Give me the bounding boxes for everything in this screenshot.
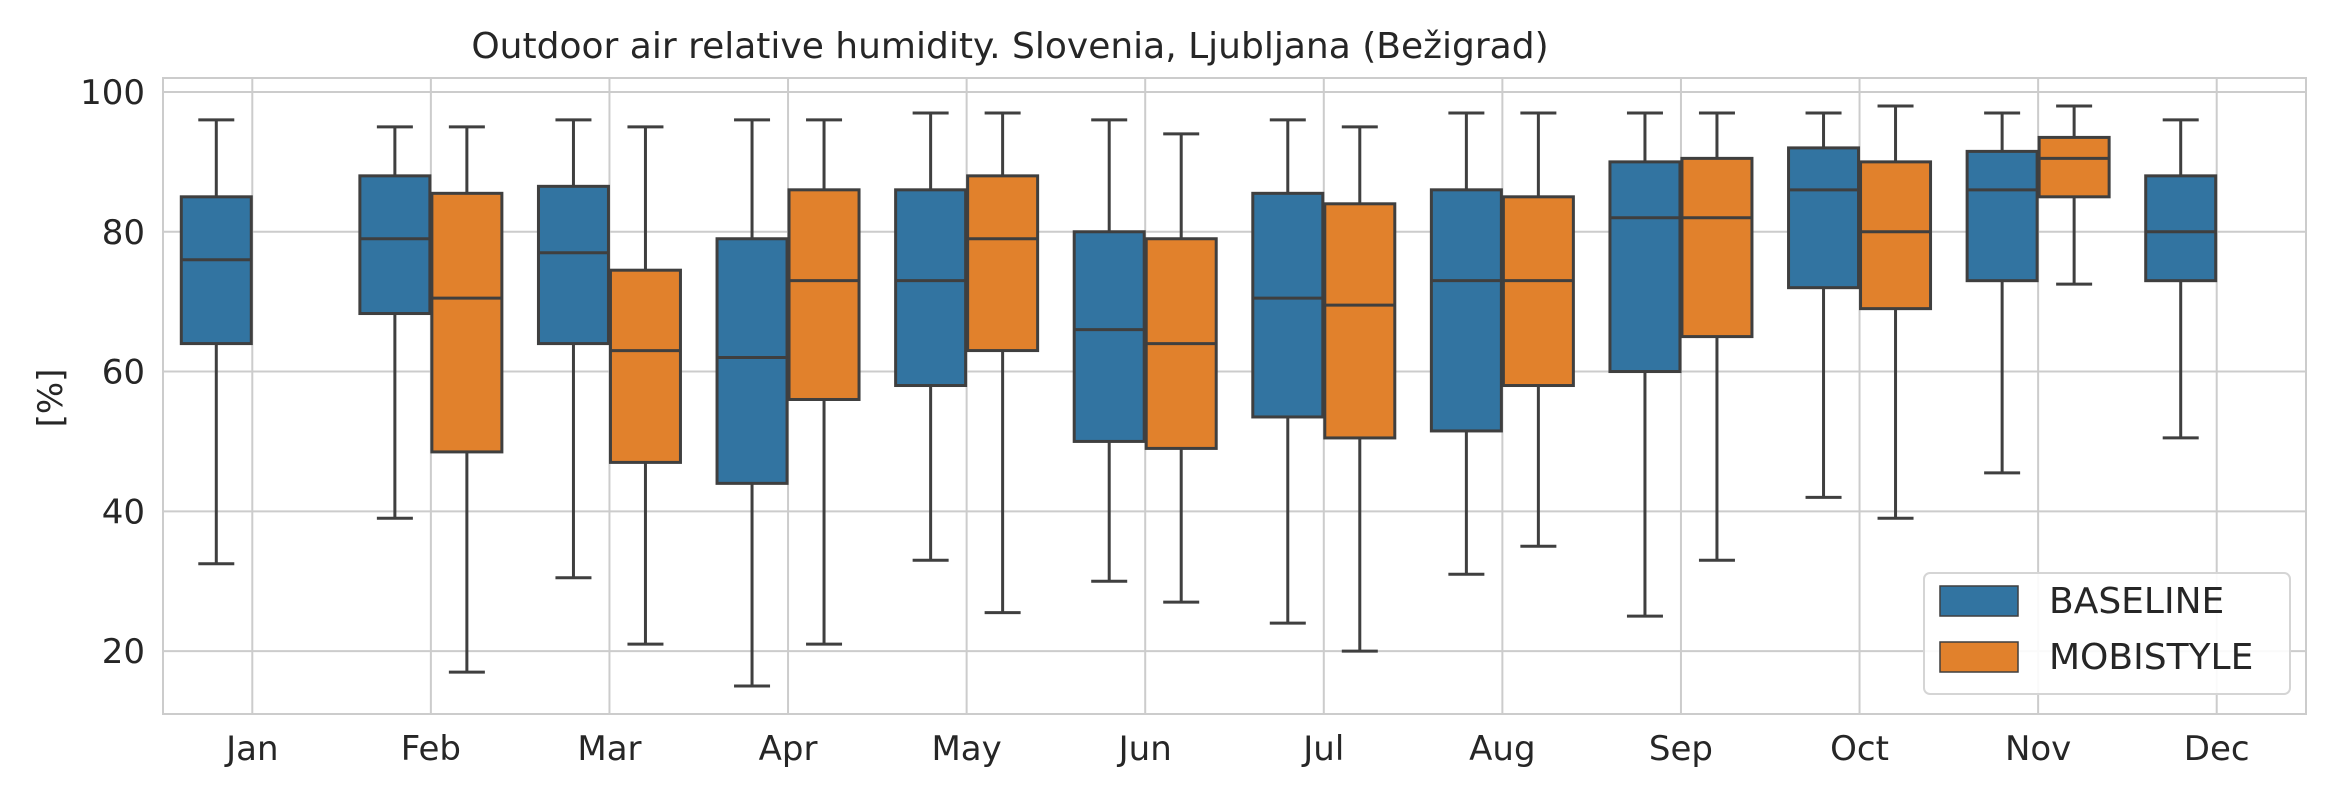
- legend-label: MOBISTYLE: [2049, 637, 2253, 678]
- y-tick-label: 20: [102, 632, 145, 672]
- box-mobistyle-sep: [1680, 111, 1754, 562]
- iqr-box: [1501, 195, 1575, 388]
- box-mobistyle-feb: [430, 125, 504, 674]
- x-tick-label: Oct: [1830, 729, 1889, 769]
- series-baseline: [179, 111, 2218, 688]
- y-tick-label: 80: [102, 213, 145, 253]
- iqr-box: [1787, 146, 1861, 290]
- box-baseline-dec: [2144, 118, 2218, 440]
- iqr-box: [787, 188, 861, 401]
- iqr-box: [894, 188, 968, 388]
- box-mobistyle-jun: [1144, 132, 1218, 604]
- y-tick-label: 60: [102, 353, 145, 393]
- box-baseline-may: [894, 111, 968, 562]
- x-tick-label: Nov: [2005, 729, 2071, 769]
- box-baseline-apr: [715, 118, 789, 688]
- x-tick-label: Apr: [759, 729, 818, 769]
- iqr-box: [1251, 191, 1325, 419]
- legend: BASELINE MOBISTYLE: [1923, 572, 2291, 695]
- iqr-box: [536, 184, 610, 346]
- series-mobistyle: [430, 104, 2111, 674]
- box-baseline-aug: [1429, 111, 1503, 576]
- plot-frame: [162, 77, 2307, 715]
- iqr-box: [2037, 135, 2111, 199]
- legend-swatch: [1939, 641, 2019, 673]
- legend-swatch: [1939, 585, 2019, 617]
- legend-label: BASELINE: [2049, 581, 2224, 622]
- box-baseline-jun: [1072, 118, 1146, 583]
- chart-title: Outdoor air relative humidity. Slovenia,…: [471, 26, 1548, 67]
- x-tick-label: May: [931, 729, 1001, 769]
- x-tick-label: Mar: [577, 729, 641, 769]
- box-mobistyle-may: [966, 111, 1040, 615]
- y-tick-label: 40: [102, 492, 145, 532]
- iqr-box: [179, 195, 253, 346]
- iqr-box: [1680, 156, 1754, 339]
- iqr-box: [2144, 174, 2218, 283]
- iqr-box: [1429, 188, 1503, 433]
- x-tick-label: Feb: [401, 729, 461, 769]
- box-baseline-sep: [1608, 111, 1682, 618]
- box-mobistyle-nov: [2037, 104, 2111, 286]
- box-mobistyle-jul: [1323, 125, 1397, 653]
- x-tick-label: Aug: [1469, 729, 1535, 769]
- x-tick-label: Dec: [2184, 729, 2250, 769]
- box-mobistyle-mar: [608, 125, 682, 646]
- box-mobistyle-aug: [1501, 111, 1575, 548]
- box-baseline-nov: [1965, 111, 2039, 475]
- box-baseline-feb: [358, 125, 432, 520]
- iqr-box: [608, 268, 682, 464]
- boxes: [179, 104, 2218, 688]
- box-baseline-oct: [1787, 111, 1861, 499]
- iqr-box: [1608, 160, 1682, 374]
- y-tick-label: 100: [80, 73, 145, 113]
- iqr-box: [715, 237, 789, 485]
- box-baseline-jan: [179, 118, 253, 566]
- tick-labels: 20 40 60 80 100 Jan Feb Mar Apr May Jun Jul Aug Sep Oc…: [80, 73, 2250, 769]
- iqr-box: [430, 191, 504, 454]
- iqr-box: [966, 174, 1040, 353]
- x-tick-label: Sep: [1649, 729, 1713, 769]
- y-axis-label: [%]: [31, 369, 71, 428]
- box-baseline-mar: [536, 118, 610, 580]
- iqr-box: [1072, 230, 1146, 443]
- box-baseline-jul: [1251, 118, 1325, 625]
- box-mobistyle-apr: [787, 118, 861, 646]
- box-mobistyle-oct: [1859, 104, 1933, 520]
- x-tick-label: Jun: [1117, 729, 1172, 769]
- iqr-box: [358, 174, 432, 316]
- iqr-box: [1965, 149, 2039, 283]
- x-tick-label: Jan: [224, 729, 278, 769]
- iqr-box: [1859, 160, 1933, 311]
- iqr-box: [1323, 202, 1397, 440]
- x-tick-label: Jul: [1301, 729, 1344, 769]
